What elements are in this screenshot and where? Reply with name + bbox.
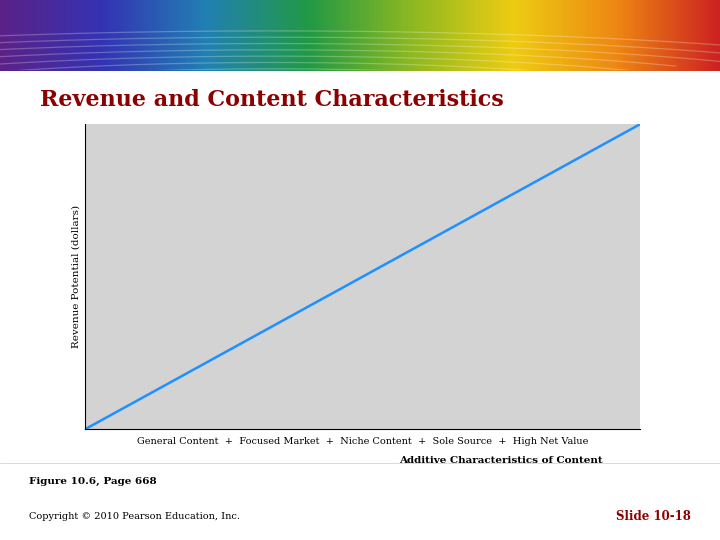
Text: Figure 10.6, Page 668: Figure 10.6, Page 668 (29, 477, 156, 486)
Text: Slide 10-18: Slide 10-18 (616, 510, 691, 523)
Y-axis label: Revenue Potential (dollars): Revenue Potential (dollars) (72, 205, 81, 348)
Text: General Content  +  Focused Market  +  Niche Content  +  Sole Source  +  High Ne: General Content + Focused Market + Niche… (137, 437, 588, 446)
Text: Copyright © 2010 Pearson Education, Inc.: Copyright © 2010 Pearson Education, Inc. (29, 512, 240, 521)
Text: Additive Characteristics of Content: Additive Characteristics of Content (400, 456, 603, 464)
Text: Revenue and Content Characteristics: Revenue and Content Characteristics (40, 89, 503, 111)
